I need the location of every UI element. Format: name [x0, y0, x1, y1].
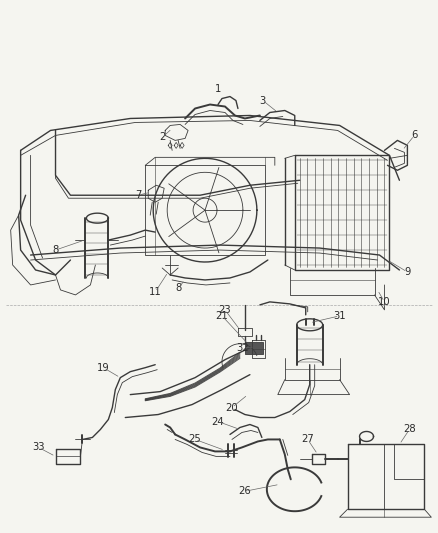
Text: 6: 6 [411, 131, 417, 140]
Text: 8: 8 [53, 245, 59, 255]
Text: 26: 26 [239, 486, 251, 496]
Text: 10: 10 [378, 297, 391, 307]
Text: 25: 25 [189, 434, 201, 445]
Text: 32: 32 [237, 343, 249, 353]
Text: 7: 7 [135, 190, 141, 200]
Text: 31: 31 [333, 311, 346, 321]
Text: 19: 19 [97, 362, 110, 373]
Text: 1: 1 [215, 84, 221, 94]
Text: 27: 27 [301, 434, 314, 445]
Text: 2: 2 [159, 132, 166, 142]
Text: 3: 3 [260, 95, 266, 106]
Text: 11: 11 [149, 287, 162, 297]
Text: 9: 9 [404, 267, 410, 277]
Text: 33: 33 [32, 442, 45, 453]
Text: 8: 8 [175, 283, 181, 293]
Text: 24: 24 [212, 416, 224, 426]
FancyBboxPatch shape [245, 342, 263, 354]
Text: 21: 21 [215, 311, 228, 321]
Text: 20: 20 [226, 402, 238, 413]
Text: 23: 23 [219, 305, 231, 315]
Text: 28: 28 [403, 424, 416, 434]
